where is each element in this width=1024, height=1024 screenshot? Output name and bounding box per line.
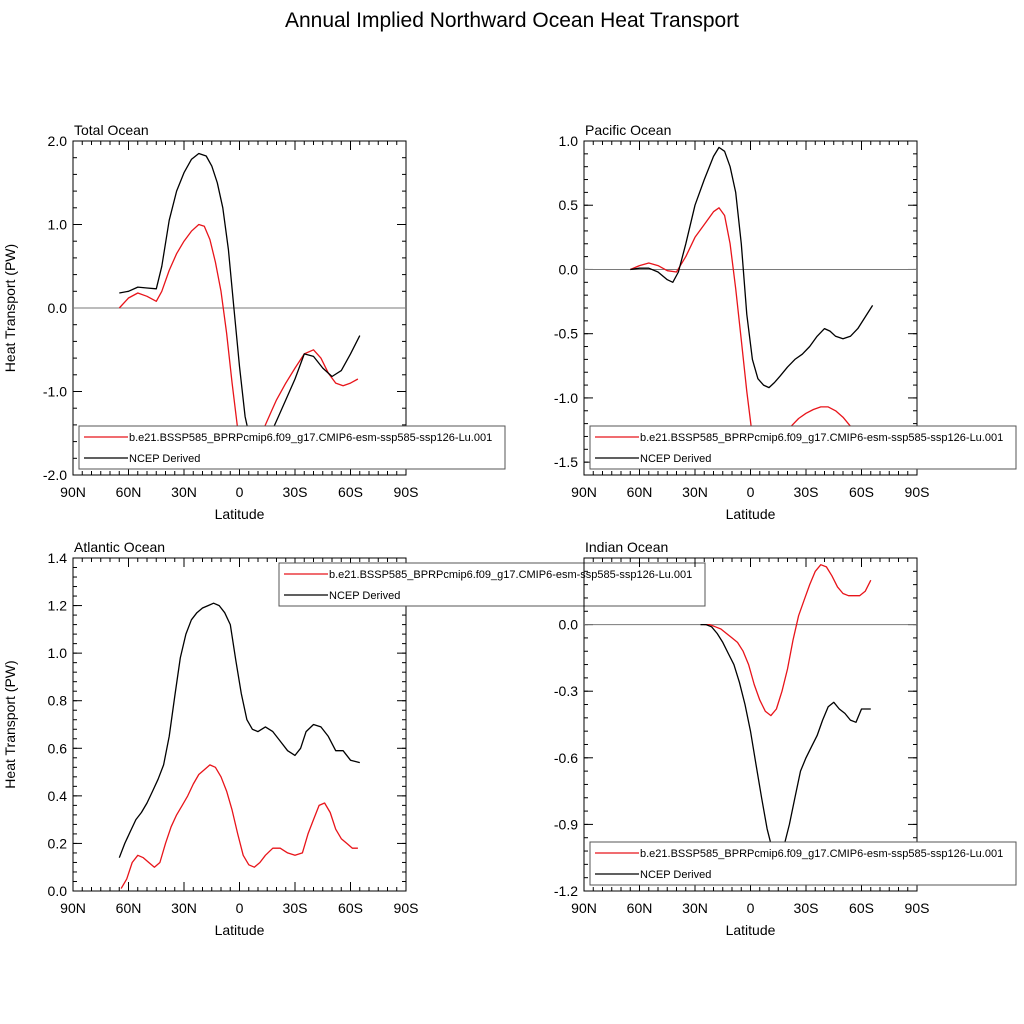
- legend-model-label: b.e21.BSSP585_BPRPcmip6.f09_g17.CMIP6-es…: [329, 569, 692, 581]
- y-tick-label: -1.0: [554, 390, 578, 406]
- y-tick-label: -1.5: [554, 454, 578, 470]
- legend-ncep-label: NCEP Derived: [640, 869, 711, 881]
- x-tick-label: 60N: [627, 484, 653, 500]
- x-tick-label: 60N: [116, 484, 142, 500]
- y-tick-label: 0.6: [48, 740, 68, 756]
- legend-ncep-label: NCEP Derived: [640, 453, 711, 465]
- ncep-series-line: [700, 623, 871, 857]
- x-axis-label: Latitude: [726, 922, 776, 938]
- y-tick-label: 0.0: [559, 261, 579, 277]
- y-tick-label: -0.9: [554, 816, 578, 832]
- x-axis-label: Latitude: [215, 506, 265, 522]
- x-tick-label: 30N: [171, 484, 197, 500]
- y-tick-label: 0.5: [559, 197, 579, 213]
- x-tick-label: 60N: [627, 900, 653, 916]
- x-tick-label: 60N: [116, 900, 142, 916]
- x-tick-label: 90S: [394, 484, 419, 500]
- y-tick-label: 0.4: [48, 788, 68, 804]
- legend-box: [589, 425, 1017, 470]
- legend-box: [78, 425, 506, 470]
- legend-model-label: b.e21.BSSP585_BPRPcmip6.f09_g17.CMIP6-es…: [640, 848, 1003, 860]
- y-tick-label: 1.0: [48, 645, 68, 661]
- legend-model-label: b.e21.BSSP585_BPRPcmip6.f09_g17.CMIP6-es…: [640, 432, 1003, 444]
- y-tick-label: 0.0: [48, 883, 68, 899]
- y-tick-label: 2.0: [48, 133, 68, 149]
- y-tick-label: -1.2: [554, 883, 578, 899]
- x-tick-label: 90N: [571, 900, 597, 916]
- panel-title: Indian Ocean: [585, 539, 668, 555]
- x-tick-label: 0: [747, 484, 755, 500]
- ncep-series-line: [630, 146, 874, 389]
- y-tick-label: -2.0: [43, 467, 67, 483]
- model-series-line: [118, 223, 359, 461]
- y-tick-label: -0.3: [554, 683, 578, 699]
- x-tick-label: 0: [236, 900, 244, 916]
- figure-title: Annual Implied Northward Ocean Heat Tran…: [285, 9, 739, 32]
- legend-ncep-label: NCEP Derived: [129, 453, 200, 465]
- legend: b.e21.BSSP585_BPRPcmip6.f09_g17.CMIP6-es…: [589, 841, 1017, 886]
- y-tick-label: 1.2: [48, 598, 68, 614]
- x-tick-label: 90N: [60, 484, 86, 500]
- plot-frame: [583, 557, 918, 892]
- y-tick-label: 0.8: [48, 693, 68, 709]
- x-tick-label: 90S: [905, 484, 930, 500]
- y-tick-label: 0.2: [48, 835, 68, 851]
- x-tick-label: 60S: [338, 484, 363, 500]
- x-tick-label: 30S: [794, 484, 819, 500]
- model-series-line: [120, 764, 358, 889]
- legend: b.e21.BSSP585_BPRPcmip6.f09_g17.CMIP6-es…: [78, 425, 506, 470]
- y-tick-label: 0.0: [48, 300, 68, 316]
- y-tick-label: -0.5: [554, 326, 578, 342]
- y-tick-label: -1.0: [43, 384, 67, 400]
- panel-title: Atlantic Ocean: [74, 539, 165, 555]
- legend-box: [278, 562, 706, 607]
- x-tick-label: 30S: [283, 484, 308, 500]
- y-tick-label: 1.0: [48, 217, 68, 233]
- ncep-series-line: [118, 602, 360, 858]
- x-tick-label: 90S: [905, 900, 930, 916]
- x-tick-label: 0: [747, 900, 755, 916]
- legend: b.e21.BSSP585_BPRPcmip6.f09_g17.CMIP6-es…: [589, 425, 1017, 470]
- y-tick-label: 1.0: [559, 133, 579, 149]
- x-tick-label: 30N: [171, 900, 197, 916]
- x-axis-label: Latitude: [726, 506, 776, 522]
- x-axis-label: Latitude: [215, 922, 265, 938]
- legend-ncep-label: NCEP Derived: [329, 590, 400, 602]
- panel-title: Pacific Ocean: [585, 122, 671, 138]
- x-tick-label: 60S: [849, 900, 874, 916]
- x-tick-label: 0: [236, 484, 244, 500]
- y-axis-label: Heat Transport (PW): [2, 244, 18, 372]
- legend-model-label: b.e21.BSSP585_BPRPcmip6.f09_g17.CMIP6-es…: [129, 432, 492, 444]
- panel-0: Total Ocean 90N 60N 30N 0 30S 60S 90S -2.0 -1.0 0.…: [2, 122, 418, 522]
- y-axis-label: Heat Transport (PW): [2, 660, 18, 788]
- x-tick-label: 90N: [60, 900, 86, 916]
- y-tick-label: 1.4: [48, 550, 68, 566]
- panels: Total Ocean 90N 60N 30N 0 30S 60S 90S -2.0 -1.0 0.…: [2, 122, 1017, 938]
- y-tick-label: -0.6: [554, 750, 578, 766]
- x-tick-label: 60S: [338, 900, 363, 916]
- panel-title: Total Ocean: [74, 122, 149, 138]
- model-series-line: [704, 564, 872, 717]
- x-tick-label: 30N: [682, 484, 708, 500]
- x-tick-label: 30S: [283, 900, 308, 916]
- panel-3: Indian Ocean 90N 60N 30N 0 30S 60S 90S -1.2 -0.9 -…: [554, 539, 930, 938]
- x-tick-label: 90S: [394, 900, 419, 916]
- x-tick-label: 30S: [794, 900, 819, 916]
- ncep-series-line: [119, 152, 361, 451]
- x-tick-label: 90N: [571, 484, 597, 500]
- x-tick-label: 60S: [849, 484, 874, 500]
- legend-box: [589, 841, 1017, 886]
- panel-2: Atlantic Ocean 90N 60N 30N 0 30S 60S 90S 0.0 0.2 0…: [2, 539, 418, 938]
- y-tick-label: 0.0: [559, 617, 579, 633]
- legend: b.e21.BSSP585_BPRPcmip6.f09_g17.CMIP6-es…: [278, 562, 706, 607]
- x-tick-label: 30N: [682, 900, 708, 916]
